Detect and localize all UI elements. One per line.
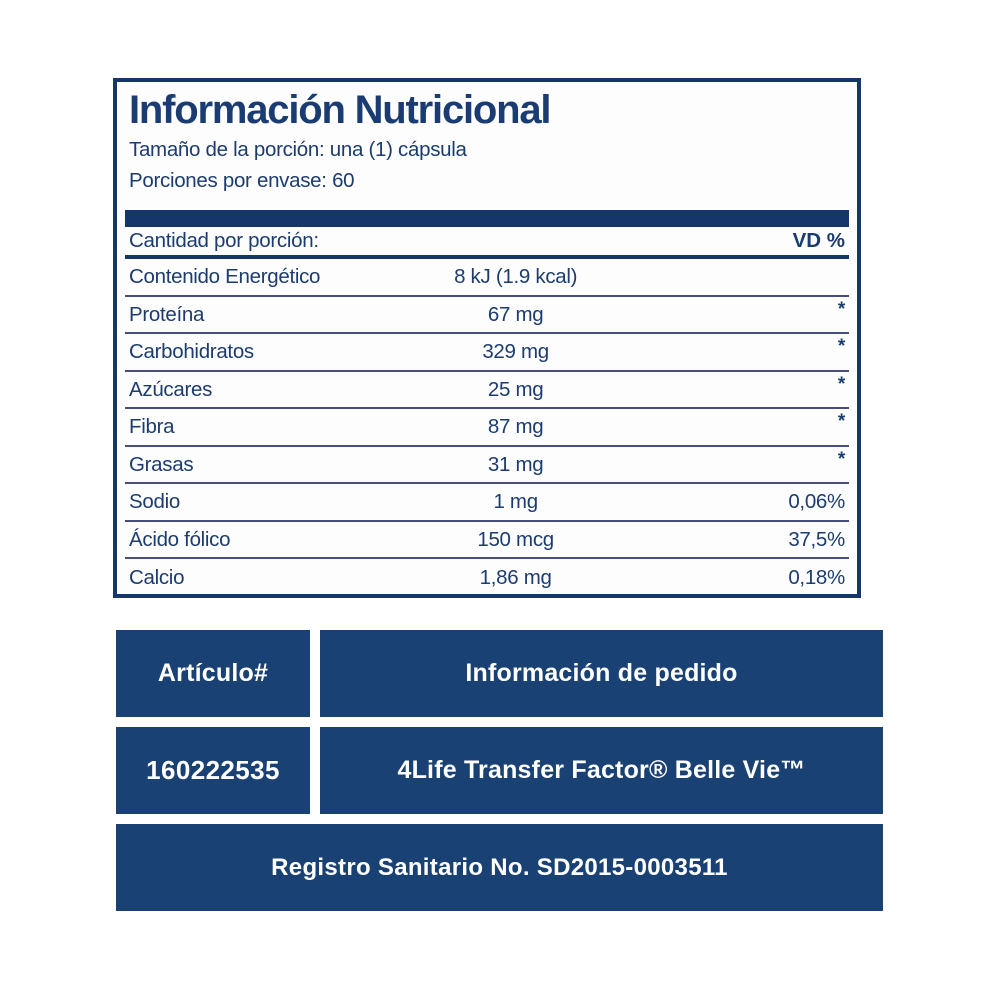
order-info-header-block: Información de pedido — [320, 630, 883, 717]
sanitary-registration-block: Registro Sanitario No. SD2015-0003511 — [116, 824, 883, 911]
nutrient-amount: 1,86 mg — [479, 566, 552, 590]
servings-per-container-text: Porciones por envase: 60 — [129, 168, 355, 192]
nutrient-dv: 37,5% — [788, 527, 845, 551]
table-row: Fibra 87 mg * — [125, 409, 849, 447]
nutrient-name: Carbohidratos — [129, 340, 254, 364]
nutrient-amount: 150 mcg — [477, 527, 554, 551]
article-number: 160222535 — [146, 755, 280, 785]
nutrient-amount: 8 kJ (1.9 kcal) — [454, 265, 578, 289]
order-info-header-label: Información de pedido — [465, 659, 738, 687]
amount-per-serving-label: Cantidad por porción: — [129, 229, 319, 253]
nutrient-dv: 0,06% — [788, 490, 845, 514]
nutrient-dv: * — [837, 336, 845, 358]
nutrient-dv: * — [837, 298, 845, 320]
order-header-row: Artículo# Información de pedido — [116, 630, 883, 717]
serving-size-text: Tamaño de la porción: una (1) cápsula — [129, 137, 467, 161]
nutrient-amount: 67 mg — [487, 302, 544, 326]
nutrient-name: Azúcares — [129, 377, 213, 401]
table-row: Carbohidratos 329 mg * — [125, 334, 849, 372]
divider-bar — [125, 210, 849, 228]
table-row: Calcio 1,86 mg 0,18% — [125, 559, 849, 597]
nutrient-name: Proteína — [129, 302, 205, 326]
product-name-block: 4Life Transfer Factor® Belle Vie™ — [320, 727, 883, 814]
nutrient-name: Contenido Energético — [129, 265, 321, 289]
article-header-label: Artículo# — [157, 659, 269, 687]
nutrient-dv: * — [837, 448, 845, 470]
table-row: Sodio 1 mg 0,06% — [125, 484, 849, 522]
table-row: Contenido Energético 8 kJ (1.9 kcal) — [125, 259, 849, 297]
product-name: 4Life Transfer Factor® Belle Vie™ — [397, 756, 806, 784]
nutrient-amount: 1 mg — [493, 490, 538, 514]
order-info-section: Artículo# Información de pedido 16022253… — [116, 630, 883, 911]
nutrient-amount: 87 mg — [487, 415, 544, 439]
daily-value-header: VD % — [792, 229, 845, 253]
nutrient-dv: 0,18% — [788, 566, 845, 590]
nutrient-name: Calcio — [129, 566, 185, 590]
nutrient-dv: * — [837, 411, 845, 433]
table-row: Proteína 67 mg * — [125, 297, 849, 335]
nutrient-name: Fibra — [129, 415, 175, 439]
panel-title: Información Nutricional — [129, 88, 552, 132]
nutrient-amount: 329 mg — [482, 340, 549, 364]
table-header-row: Cantidad por porción: VD % — [125, 227, 849, 260]
nutrient-name: Grasas — [129, 452, 194, 476]
nutrient-name: Ácido fólico — [129, 527, 231, 551]
nutrient-amount: 31 mg — [487, 452, 544, 476]
sanitary-registration: Registro Sanitario No. SD2015-0003511 — [271, 853, 728, 881]
table-row: Azúcares 25 mg * — [125, 372, 849, 410]
table-row: Ácido fólico 150 mcg 37,5% — [125, 522, 849, 560]
nutrient-dv: * — [837, 373, 845, 395]
nutrition-facts-panel: Información Nutricional Tamaño de la por… — [113, 78, 861, 598]
order-value-row: 160222535 4Life Transfer Factor® Belle V… — [116, 727, 883, 814]
article-header-block: Artículo# — [116, 630, 310, 717]
article-number-block: 160222535 — [116, 727, 310, 814]
nutrient-name: Sodio — [129, 490, 180, 514]
table-row: Grasas 31 mg * — [125, 447, 849, 485]
nutrient-amount: 25 mg — [487, 377, 544, 401]
